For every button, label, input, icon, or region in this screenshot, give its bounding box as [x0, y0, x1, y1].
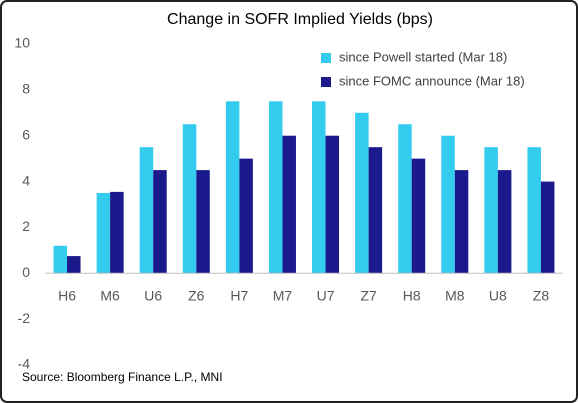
- x-tick-label: H6: [58, 288, 76, 304]
- bar: [139, 147, 154, 274]
- source-note: Source: Bloomberg Finance L.P., MNI: [22, 370, 223, 384]
- x-tick-label: U7: [317, 288, 335, 304]
- y-tick-label: 2: [22, 218, 30, 234]
- x-tick-label: Z7: [360, 288, 377, 304]
- legend-swatch: [321, 77, 331, 87]
- bar: [540, 181, 555, 274]
- y-tick-label: 10: [14, 35, 30, 51]
- x-tick-label: M6: [100, 288, 120, 304]
- bar: [153, 170, 167, 274]
- x-tick-label: M8: [445, 288, 465, 304]
- bar: [182, 124, 197, 274]
- bar: [368, 147, 383, 274]
- bar: [239, 158, 253, 274]
- bar: [484, 147, 498, 274]
- legend-label: since FOMC announce (Mar 18): [339, 73, 525, 88]
- bar: [312, 101, 326, 274]
- x-tick-label: U6: [144, 288, 162, 304]
- x-tick-label: Z6: [188, 288, 205, 304]
- bar: [527, 147, 541, 274]
- bar: [441, 135, 455, 274]
- x-tick-label: U8: [489, 288, 507, 304]
- legend-swatch: [321, 53, 331, 63]
- bar: [355, 112, 369, 274]
- bar: [110, 191, 124, 274]
- chart-title: Change in SOFR Implied Yields (bps): [167, 11, 433, 28]
- legend-label: since Powell started (Mar 18): [339, 49, 507, 64]
- y-tick-label: 0: [22, 264, 30, 280]
- bar: [67, 256, 81, 274]
- bar: [454, 170, 469, 274]
- x-tick-label: H8: [403, 288, 421, 304]
- bar: [411, 158, 426, 274]
- y-tick-label: -4: [18, 356, 31, 372]
- y-tick-label: 8: [22, 81, 30, 97]
- bar: [497, 170, 512, 274]
- x-tick-label: H7: [230, 288, 248, 304]
- bar: [282, 135, 296, 274]
- bar: [398, 124, 412, 274]
- bar: [96, 193, 111, 274]
- bar: [268, 101, 283, 274]
- bar: [53, 245, 68, 274]
- x-tick-label: Z8: [533, 288, 550, 304]
- y-tick-label: -2: [18, 310, 31, 326]
- y-tick-label: 6: [22, 126, 30, 142]
- bar: [325, 135, 340, 274]
- bar: [225, 101, 240, 274]
- bar: [196, 170, 210, 274]
- y-tick-label: 4: [22, 172, 30, 188]
- x-tick-label: M7: [273, 288, 293, 304]
